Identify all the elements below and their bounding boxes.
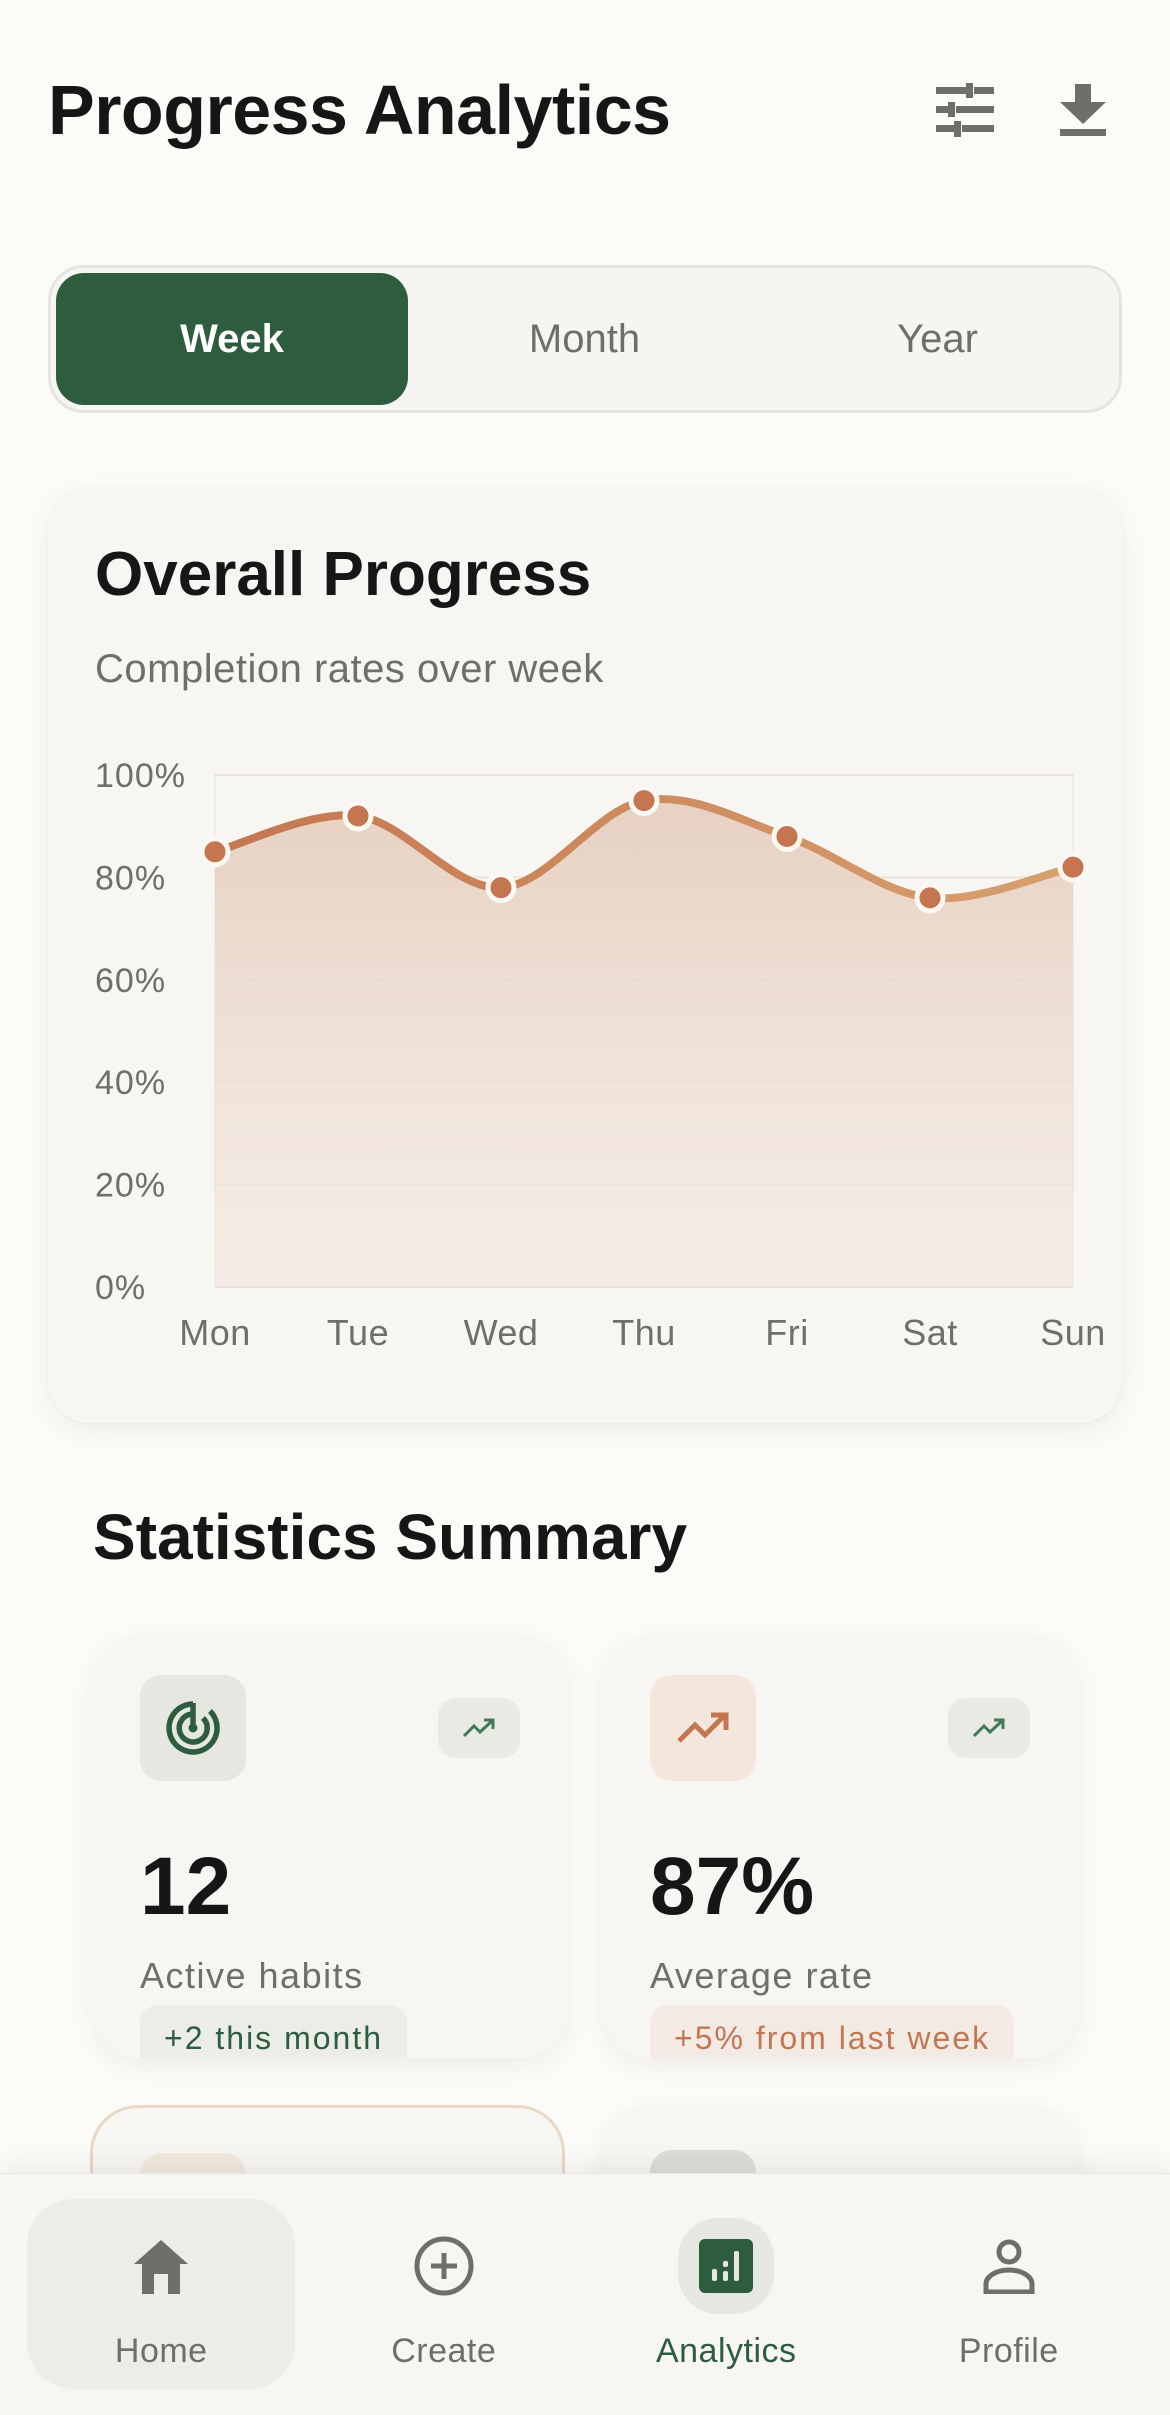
nav-analytics[interactable]: Analytics — [592, 2199, 860, 2389]
data-point-mon[interactable] — [199, 836, 231, 868]
stat-badge: +2 this month — [140, 2005, 407, 2058]
y-tick-label: 80% — [95, 859, 166, 897]
nav-label: Create — [391, 2331, 497, 2370]
y-tick-label: 100% — [95, 757, 186, 795]
trending-up-icon — [463, 1718, 495, 1738]
data-point-tue[interactable] — [342, 800, 374, 832]
stat-card-active-habits[interactable]: 12 Active habits +2 this month — [93, 1635, 568, 2058]
trending-up-icon — [973, 1718, 1005, 1738]
x-tick-label: Sat — [902, 1312, 958, 1353]
stat-label: Active habits — [140, 1955, 364, 1996]
home-icon — [134, 2239, 189, 2294]
period-segmented-control: Week Month Year — [48, 265, 1122, 413]
nav-label: Profile — [958, 2331, 1059, 2370]
overall-progress-card: Overall Progress Completion rates over w… — [48, 487, 1122, 1423]
x-tick-label: Fri — [765, 1312, 808, 1353]
trend-chip — [438, 1698, 520, 1758]
chart-title: Overall Progress — [95, 540, 592, 609]
stat-label: Average rate — [650, 1955, 874, 1996]
header-actions — [932, 77, 1116, 143]
bottom-navigation: Home Create Analytics — [0, 2173, 1170, 2415]
analytics-icon — [699, 2238, 754, 2293]
chart-area-fill — [215, 799, 1073, 1287]
data-point-wed[interactable] — [485, 872, 517, 904]
nav-profile[interactable]: Profile — [875, 2199, 1143, 2389]
stat-card-average-rate[interactable]: 87% Average rate +5% from last week — [603, 1635, 1078, 2058]
x-tick-label: Mon — [179, 1312, 251, 1353]
data-point-thu[interactable] — [628, 785, 660, 817]
nav-label: Home — [114, 2331, 208, 2370]
data-point-sat[interactable] — [914, 882, 946, 914]
y-tick-label: 20% — [95, 1167, 166, 1205]
nav-label: Analytics — [655, 2331, 797, 2370]
data-point-sun[interactable] — [1057, 851, 1089, 883]
add-circle-icon — [414, 2236, 474, 2295]
download-button[interactable] — [1050, 77, 1116, 143]
x-tick-label: Tue — [327, 1312, 389, 1353]
target-icon — [166, 1701, 220, 1755]
trending-up-icon — [677, 1712, 729, 1743]
y-tick-label: 40% — [95, 1064, 166, 1102]
tab-year[interactable]: Year — [897, 316, 978, 361]
y-axis-ticks: 0% 20% 40% 60% 80% 100% — [95, 757, 186, 1307]
person-icon — [983, 2239, 1035, 2294]
chart-subtitle: Completion rates over week — [95, 647, 604, 691]
nav-create[interactable]: Create — [310, 2199, 578, 2389]
stat-badge: +5% from last week — [650, 2005, 1015, 2058]
trend-chip — [948, 1698, 1030, 1758]
y-tick-label: 0% — [95, 1269, 146, 1307]
x-tick-label: Thu — [612, 1312, 676, 1353]
stat-icon-container — [650, 1675, 756, 1781]
nav-home[interactable]: Home — [27, 2199, 296, 2389]
stat-value: 12 — [140, 1841, 232, 1932]
header: Progress Analytics — [48, 60, 1122, 160]
stat-value: 87% — [650, 1841, 815, 1932]
tune-icon — [936, 83, 994, 137]
x-axis-ticks: Mon Tue Wed Thu Fri Sat Sun — [179, 1312, 1106, 1353]
x-tick-label: Wed — [464, 1312, 539, 1353]
chart-data-points — [199, 785, 1089, 914]
y-tick-label: 60% — [95, 962, 166, 1000]
statistics-summary-title: Statistics Summary — [93, 1501, 688, 1573]
stat-icon-container — [140, 1675, 246, 1781]
filter-button[interactable] — [932, 77, 998, 143]
tab-week[interactable]: Week — [56, 273, 408, 405]
download-icon — [1060, 84, 1106, 136]
data-point-fri[interactable] — [771, 820, 803, 852]
tab-month[interactable]: Month — [528, 316, 641, 361]
page-title: Progress Analytics — [48, 71, 671, 149]
x-tick-label: Sun — [1040, 1312, 1106, 1353]
progress-area-chart: 0% 20% 40% 60% 80% 100% Mon Tue Wed Thu Fri Sat Sun — [95, 757, 1106, 1353]
